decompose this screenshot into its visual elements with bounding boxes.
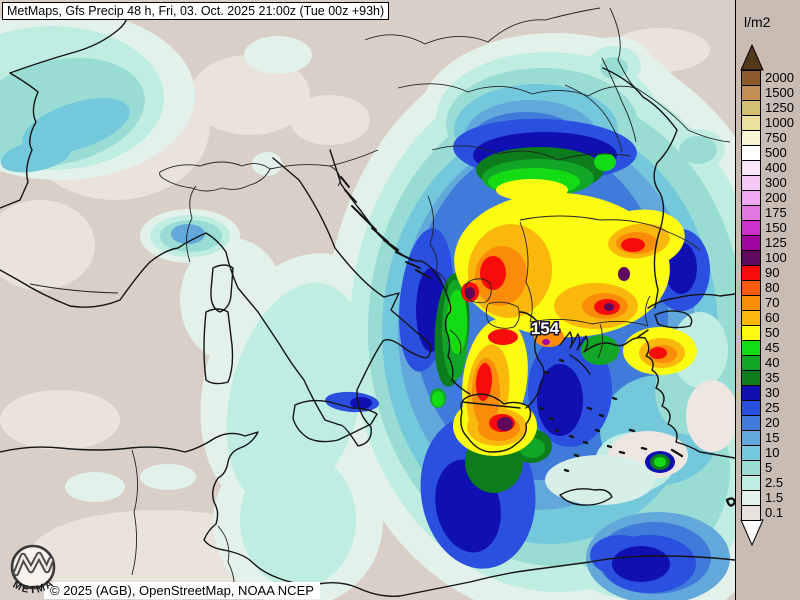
legend-value-label: 25 [765,400,780,415]
legend-colorbox [741,175,761,191]
legend-colorbox [741,130,761,146]
legend-colorbox [741,115,761,131]
legend-value-label: 1250 [765,100,794,115]
legend-colorbox [741,325,761,341]
legend-value-label: 90 [765,265,780,280]
legend-colorbox [741,400,761,416]
legend-colorbox [741,70,761,86]
legend-colorbox [741,160,761,176]
legend-unit-label: l/m2 [744,14,771,30]
legend-colorbox [741,145,761,161]
legend-value-label: 35 [765,370,780,385]
legend-arrow-down-icon [740,519,764,547]
legend-colorbox [741,220,761,236]
legend-colorbox [741,190,761,206]
legend-colorbox [741,340,761,356]
legend-value-label: 150 [765,220,787,235]
max-precip-label: 154 [531,319,560,338]
legend-colorbox [741,295,761,311]
legend-value-label: 30 [765,385,780,400]
legend-colorbox [741,460,761,476]
legend-colorbox [741,85,761,101]
legend-value-label: 300 [765,175,787,190]
legend-value-label: 2000 [765,70,794,85]
legend-colorbox [741,370,761,386]
legend-colorbox [741,415,761,431]
legend-colorbox [741,445,761,461]
legend-colorbox [741,355,761,371]
legend-colorbox [741,265,761,281]
legend-value-label: 80 [765,280,780,295]
legend-value-label: 750 [765,130,787,145]
legend-colorbox [741,235,761,251]
legend-value-label: 175 [765,205,787,220]
metmaps-logo: METMAPS [2,540,56,596]
legend-colorbox [741,490,761,506]
copyright-bar: © 2025 (AGB), OpenStreetMap, NOAA NCEP [44,582,320,599]
legend-value-label: 60 [765,310,780,325]
legend-value-label: 1500 [765,85,794,100]
legend-panel: l/m2 2000 1500 1250 1000 750 500 400 300 200 175 1… [735,0,800,600]
legend-value-label: 20 [765,415,780,430]
legend-value-label: 40 [765,355,780,370]
legend-value-label: 400 [765,160,787,175]
legend-arrow-up-icon [740,44,764,71]
legend-colorbox [741,385,761,401]
legend-value-label: 1000 [765,115,794,130]
legend-colorbox [741,430,761,446]
legend-value-label: 70 [765,295,780,310]
legend-value-label: 5 [765,460,773,475]
legend-value-label: 10 [765,445,780,460]
legend-value-label: 15 [765,430,780,445]
legend-colorbox [741,505,761,521]
legend-colorbox [741,280,761,296]
legend-colorbox [741,475,761,491]
legend-colorbox [741,310,761,326]
legend-colorbox [741,250,761,266]
legend-value-label: 0.1 [765,505,784,520]
legend-colorbox [741,100,761,116]
legend-value-label: 125 [765,235,787,250]
legend-value-label: 45 [765,340,780,355]
legend-value-label: 50 [765,325,780,340]
legend-value-label: 1.5 [765,490,784,505]
legend-value-label: 2.5 [765,475,784,490]
legend-value-label: 200 [765,190,787,205]
legend-value-label: 100 [765,250,787,265]
legend-colorbox [741,205,761,221]
precip-contours [0,10,735,600]
coastlines [0,7,735,598]
legend-value-label: 500 [765,145,787,160]
title-bar: MetMaps, Gfs Precip 48 h, Fri, 03. Oct. … [2,2,390,20]
